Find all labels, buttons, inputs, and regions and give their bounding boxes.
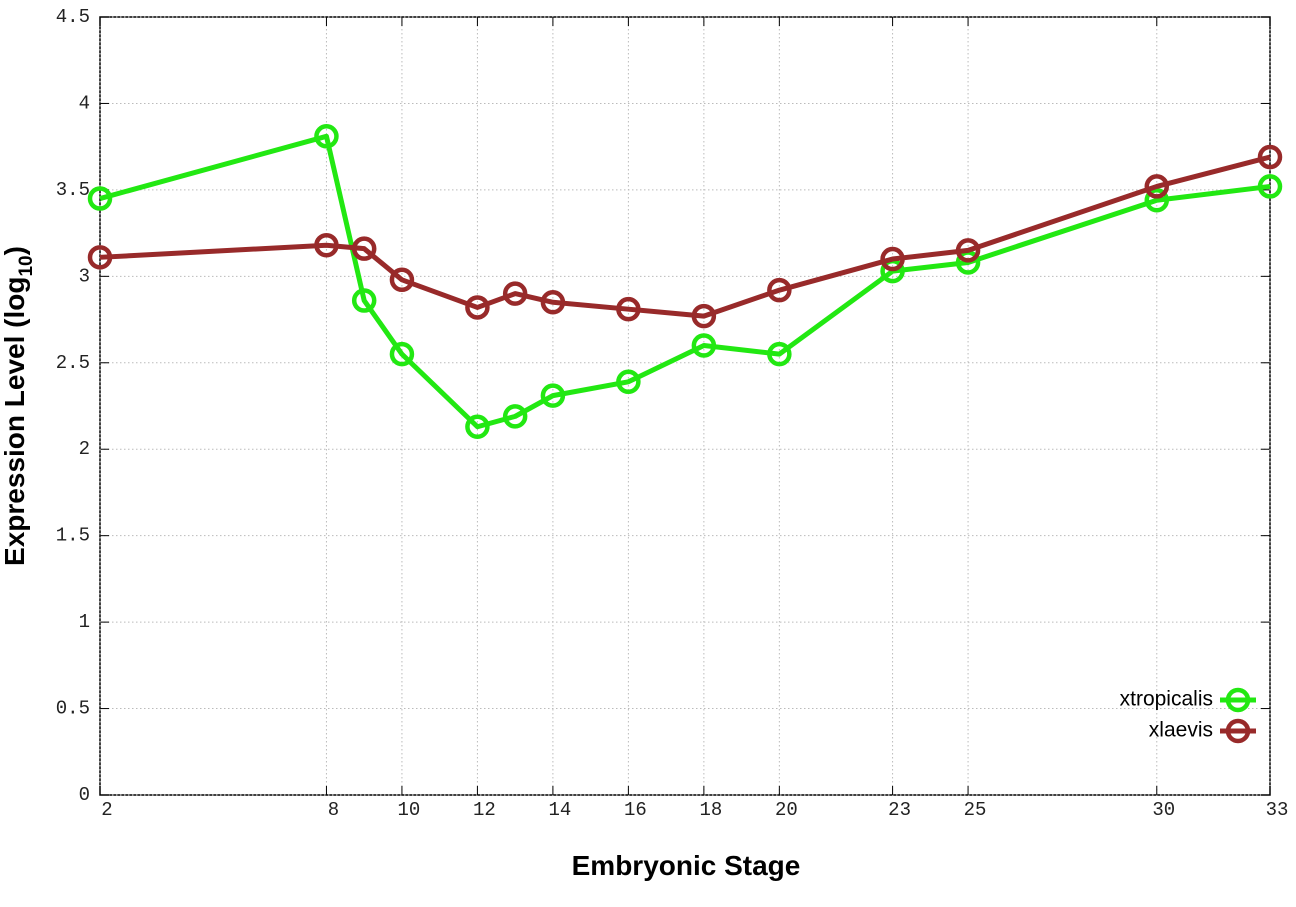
point [389, 267, 415, 293]
series-line [99, 154, 1271, 319]
y-tick-label: 4 [79, 92, 90, 114]
plot-frame [99, 16, 1271, 796]
point [767, 277, 792, 303]
point [540, 290, 566, 315]
x-tick-label: 12 [473, 799, 496, 821]
point [767, 341, 792, 367]
point [502, 281, 528, 306]
y-tick-label: 0.5 [56, 698, 90, 720]
point [616, 296, 641, 322]
point [465, 295, 490, 320]
x-tick-label: 2 [101, 799, 112, 821]
point [880, 246, 905, 272]
point [1144, 188, 1170, 213]
x-tick-label: 16 [624, 799, 647, 821]
point [87, 245, 113, 270]
point [465, 414, 490, 439]
x-tick-label: 20 [775, 799, 798, 821]
point [1257, 144, 1283, 170]
point [314, 232, 339, 258]
y-tick-label: 2.5 [56, 352, 90, 374]
point [351, 236, 377, 261]
x-tick-label: 30 [1152, 799, 1175, 821]
x-tick-label: 10 [398, 799, 421, 821]
point [616, 369, 641, 395]
x-tick-label: 33 [1266, 799, 1289, 821]
x-tick-label: 25 [964, 799, 987, 821]
point [502, 404, 528, 429]
y-label-sub: 10 [16, 255, 37, 276]
point [1144, 174, 1170, 199]
y-tick-label: 0 [79, 784, 90, 806]
series-line [99, 133, 1271, 430]
point [1257, 174, 1283, 199]
y-tick-label: 4.5 [56, 6, 90, 28]
y-tick-label: 3.5 [56, 179, 90, 201]
y-tick-label: 1 [79, 611, 90, 633]
y-tick-label: 3 [79, 265, 90, 287]
point [955, 238, 981, 263]
x-tick-label: 14 [548, 799, 571, 821]
legend-label: xtropicalis [1120, 688, 1213, 711]
y-tick-label: 1.5 [56, 525, 90, 547]
y-label-end: ) [0, 246, 30, 255]
y-tick-label: 2 [79, 438, 90, 460]
x-tick-label: 23 [888, 799, 911, 821]
x-tick-label: 18 [699, 799, 722, 821]
y-label-main: Expression Level (log [0, 277, 30, 566]
point [87, 186, 113, 211]
point [691, 303, 717, 329]
point [389, 341, 415, 367]
x-tick-label: 8 [328, 799, 339, 821]
point [540, 383, 566, 408]
y-axis-label: Expression Level (log10) [0, 246, 37, 566]
point [314, 124, 339, 149]
x-axis-label: Embryonic Stage [572, 850, 801, 881]
point [351, 288, 377, 313]
legend-marker [1225, 687, 1251, 713]
legend-marker [1225, 718, 1251, 744]
legend-label: xlaevis [1149, 719, 1213, 742]
point [691, 333, 717, 358]
